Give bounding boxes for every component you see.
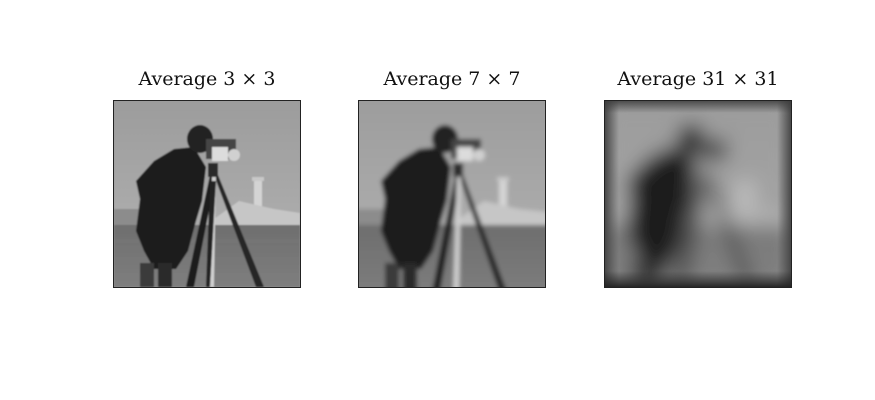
blurred-photo: [359, 101, 545, 287]
panel-title: Average 31 × 31: [617, 68, 779, 90]
cameraman-image-31x31: [604, 100, 792, 288]
blurred-photo: [605, 101, 791, 287]
panel-title: Average 3 × 3: [138, 68, 276, 90]
panel-average-31x31: Average 31 × 31: [604, 64, 792, 288]
cameraman-image-3x3: [113, 100, 301, 288]
blurred-photo: [114, 101, 300, 287]
cameraman-image-7x7: [358, 100, 546, 288]
panel-average-7x7: Average 7 × 7: [358, 64, 546, 288]
panel-title: Average 7 × 7: [383, 68, 521, 90]
panel-average-3x3: Average 3 × 3: [113, 64, 301, 288]
